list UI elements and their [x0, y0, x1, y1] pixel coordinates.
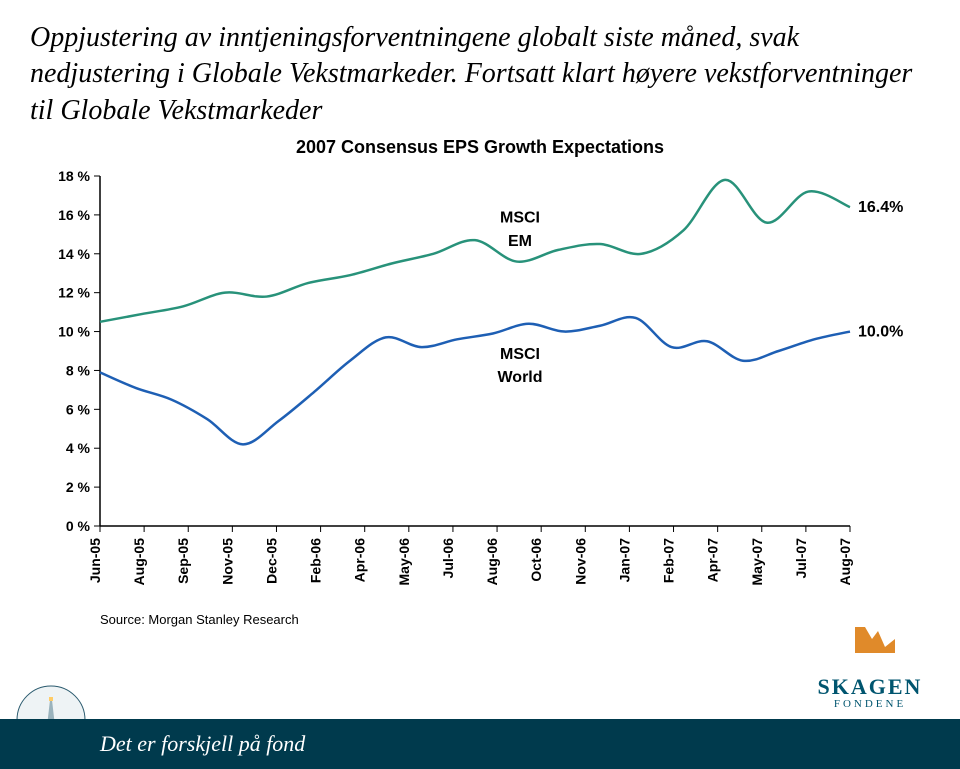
svg-text:May-06: May-06 [396, 538, 412, 586]
svg-text:14 %: 14 % [58, 246, 90, 262]
svg-text:MSCI: MSCI [500, 210, 540, 227]
svg-text:10 %: 10 % [58, 324, 90, 340]
svg-text:Feb-07: Feb-07 [661, 538, 677, 583]
svg-text:EM: EM [508, 233, 532, 250]
headline: Oppjustering av inntjeningsforventningen… [30, 20, 930, 129]
logo-brand: SKAGEN [800, 674, 940, 700]
svg-text:8 %: 8 % [66, 363, 91, 379]
footer-bar: Det er forskjell på fond [0, 719, 960, 769]
svg-text:Sep-05: Sep-05 [175, 538, 191, 584]
skagen-logo: SKAGEN FONDENE [800, 619, 940, 709]
svg-text:Aug-06: Aug-06 [484, 538, 500, 586]
chart-title: 2007 Consensus EPS Growth Expectations [30, 137, 930, 158]
svg-text:Nov-06: Nov-06 [572, 538, 588, 585]
svg-text:16 %: 16 % [58, 207, 90, 223]
svg-text:Jul-06: Jul-06 [440, 538, 456, 579]
svg-text:Dec-05: Dec-05 [263, 538, 279, 584]
svg-text:Aug-05: Aug-05 [131, 538, 147, 586]
svg-text:18 %: 18 % [58, 168, 90, 184]
svg-text:12 %: 12 % [58, 285, 90, 301]
svg-text:Aug-07: Aug-07 [837, 538, 853, 586]
svg-text:10.0%: 10.0% [858, 324, 903, 341]
svg-text:4 %: 4 % [66, 440, 91, 456]
footer-text: Det er forskjell på fond [100, 731, 305, 757]
svg-text:Oct-06: Oct-06 [528, 538, 544, 582]
svg-text:MSCI: MSCI [500, 346, 540, 363]
svg-text:16.4%: 16.4% [858, 199, 903, 216]
line-chart: 0 % 2 % 4 % 6 % 8 % 10 % 12 % 14 % 16 % 18 % Jun-0… [40, 166, 920, 606]
svg-text:Jun-05: Jun-05 [87, 538, 103, 583]
svg-text:2 %: 2 % [66, 479, 91, 495]
svg-text:Nov-05: Nov-05 [219, 538, 235, 585]
svg-text:Jul-07: Jul-07 [793, 538, 809, 579]
svg-text:Apr-06: Apr-06 [352, 538, 368, 583]
svg-text:Jan-07: Jan-07 [616, 538, 632, 583]
svg-text:May-07: May-07 [749, 538, 765, 586]
svg-text:0 %: 0 % [66, 518, 91, 534]
svg-text:Feb-06: Feb-06 [308, 538, 324, 583]
svg-text:6 %: 6 % [66, 402, 91, 418]
svg-text:Apr-07: Apr-07 [705, 538, 721, 583]
svg-text:World: World [497, 369, 542, 386]
